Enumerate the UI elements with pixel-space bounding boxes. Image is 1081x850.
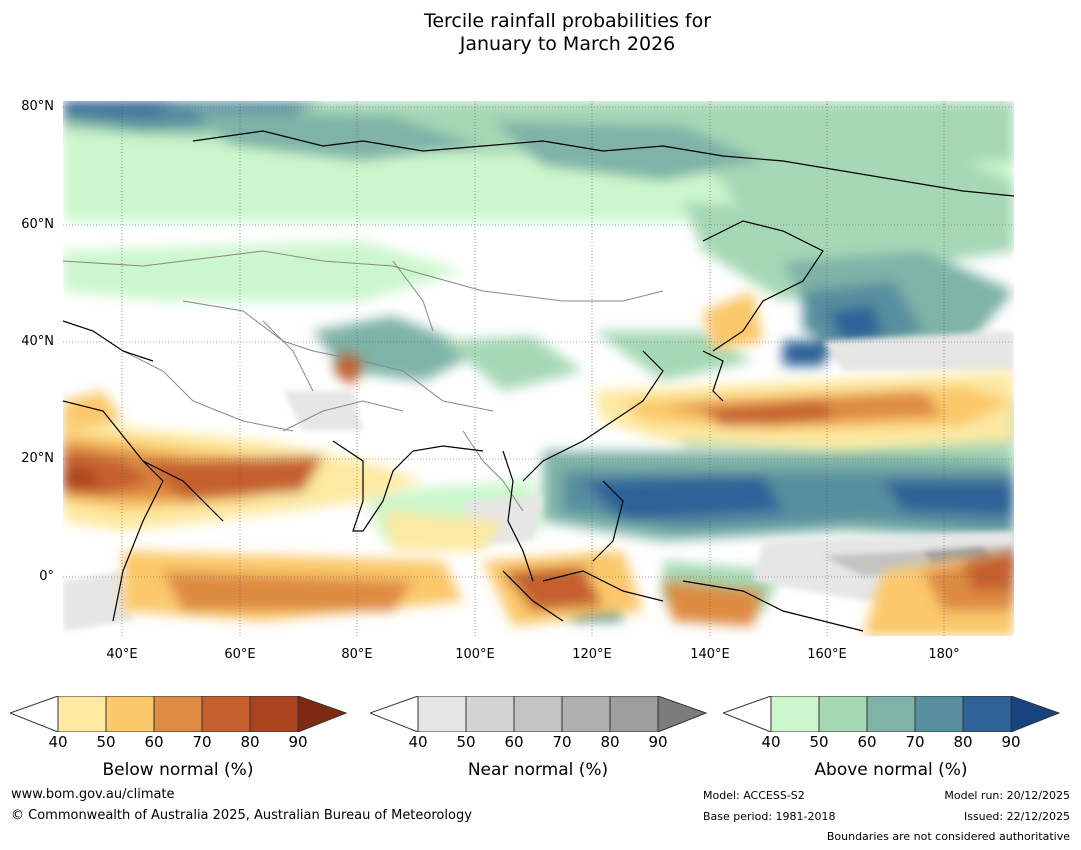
near-colorbar-over <box>657 696 708 732</box>
above-colorbar-under <box>723 696 772 732</box>
lon-label-180: 180° <box>928 647 960 662</box>
country-borders <box>63 250 664 512</box>
above-colorbar-swatch-80 <box>962 696 1012 732</box>
map-title: Tercile rainfall probabilities for Janua… <box>0 10 1081 56</box>
boundaries-disclaimer: Boundaries are not considered authoritat… <box>826 830 1070 843</box>
below-colorbar-swatch-60 <box>153 696 203 732</box>
title-line-1: Tercile rainfall probabilities for <box>423 10 712 32</box>
near-colorbar-swatch-40 <box>417 696 467 732</box>
lon-label-60e: 60°E <box>224 647 256 662</box>
above-tick-70: 70 <box>905 733 925 751</box>
lon-label-80e: 80°E <box>341 647 373 662</box>
below-normal-colorbar <box>10 696 348 732</box>
near-colorbar-swatch-50 <box>465 696 515 732</box>
above-tick-40: 40 <box>761 733 781 751</box>
below-tick-80: 80 <box>240 733 260 751</box>
near-tick-90: 90 <box>648 733 668 751</box>
base-period: Base period: 1981-2018 <box>703 810 836 823</box>
above-colorbar-swatch-50 <box>818 696 868 732</box>
below-colorbar-swatch-70 <box>201 696 251 732</box>
above-tick-60: 60 <box>857 733 877 751</box>
lon-label-160e: 160°E <box>807 647 847 662</box>
below-colorbar-title: Below normal (%) <box>102 760 254 780</box>
below-tick-50: 50 <box>96 733 116 751</box>
lat-label-60n: 60°N <box>21 217 54 232</box>
near-colorbar-under <box>370 696 419 732</box>
below-colorbar-swatch-40 <box>57 696 107 732</box>
model-name: Model: ACCESS-S2 <box>703 789 805 802</box>
lon-label-40e: 40°E <box>106 647 138 662</box>
near-colorbar-swatch-60 <box>513 696 563 732</box>
below-tick-70: 70 <box>192 733 212 751</box>
below-colorbar-swatch-80 <box>249 696 299 732</box>
near-tick-70: 70 <box>552 733 572 751</box>
near-tick-40: 40 <box>408 733 428 751</box>
coastlines <box>63 130 1014 632</box>
below-colorbar-over <box>297 696 348 732</box>
above-colorbar-swatch-60 <box>866 696 916 732</box>
above-tick-80: 80 <box>953 733 973 751</box>
lat-label-80n: 80°N <box>21 99 54 114</box>
above-colorbar-swatch-40 <box>770 696 820 732</box>
title-line-2: January to March 2026 <box>459 33 676 55</box>
near-tick-80: 80 <box>600 733 620 751</box>
near-colorbar-swatch-80 <box>609 696 659 732</box>
lon-label-140e: 140°E <box>690 647 730 662</box>
near-normal-colorbar <box>370 696 708 732</box>
above-colorbar-over <box>1010 696 1061 732</box>
near-tick-50: 50 <box>456 733 476 751</box>
model-run-date: Model run: 20/12/2025 <box>944 789 1070 802</box>
below-colorbar-swatch-50 <box>105 696 155 732</box>
lat-label-20n: 20°N <box>21 451 54 466</box>
website-link[interactable]: www.bom.gov.au/climate <box>11 787 175 802</box>
lon-label-100e: 100°E <box>455 647 495 662</box>
near-colorbar-swatch-70 <box>561 696 611 732</box>
above-tick-90: 90 <box>1001 733 1021 751</box>
below-colorbar-under <box>10 696 59 732</box>
near-colorbar-title: Near normal (%) <box>467 760 609 780</box>
map-canvas <box>63 101 1014 636</box>
lon-label-120e: 120°E <box>572 647 612 662</box>
issued-date: Issued: 22/12/2025 <box>963 810 1070 823</box>
above-normal-colorbar <box>723 696 1061 732</box>
below-tick-90: 90 <box>288 733 308 751</box>
lat-label-40n: 40°N <box>21 334 54 349</box>
rainfall-probability-map <box>63 101 1014 636</box>
lat-label-0: 0° <box>39 569 54 584</box>
above-colorbar-title: Above normal (%) <box>814 760 968 780</box>
near-tick-60: 60 <box>504 733 524 751</box>
copyright-notice: © Commonwealth of Australia 2025, Austra… <box>11 808 472 823</box>
above-tick-50: 50 <box>809 733 829 751</box>
above-colorbar-swatch-70 <box>914 696 964 732</box>
graticule <box>63 101 1014 636</box>
below-tick-60: 60 <box>144 733 164 751</box>
below-tick-40: 40 <box>48 733 68 751</box>
